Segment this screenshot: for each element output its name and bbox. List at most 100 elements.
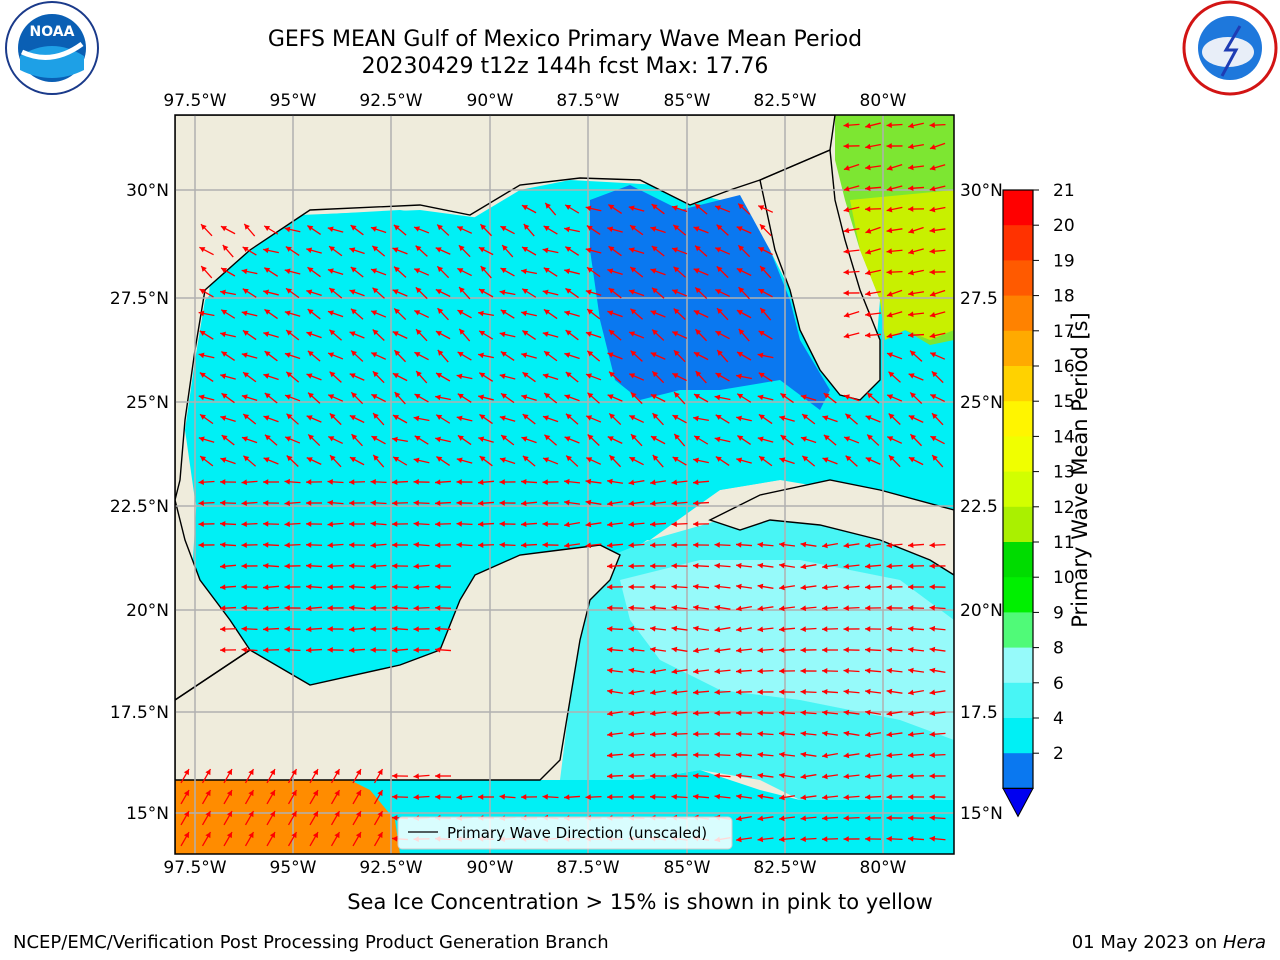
- wave-arrow-head: [220, 584, 226, 591]
- wave-arrow-head: [865, 667, 871, 674]
- wave-arrow-head: [736, 268, 743, 274]
- wave-arrow-head: [736, 226, 743, 232]
- wave-arrow-head: [800, 626, 806, 633]
- wave-arrow-head: [607, 710, 613, 717]
- wave-arrow-head: [628, 479, 635, 486]
- wave-arrow-head: [672, 331, 679, 337]
- wave-arrow-head: [585, 289, 592, 295]
- wave-arrow-head: [609, 455, 616, 462]
- wave-arrow-head: [886, 646, 892, 653]
- wave-arrow-head: [220, 415, 227, 421]
- wave-arrow-head: [392, 542, 398, 548]
- wave-arrow-head: [307, 309, 314, 315]
- wave-arrow-head: [630, 267, 637, 273]
- wave-arrow-head: [843, 542, 850, 549]
- wave-arrow-head: [220, 289, 226, 296]
- wave-arrow-head: [757, 562, 764, 569]
- wave-arrow-head: [241, 542, 247, 548]
- wave-arrow-head: [629, 373, 636, 379]
- wave-arrow-head: [865, 542, 871, 549]
- wave-arrow-head: [371, 352, 378, 358]
- wave-arrow-head: [284, 500, 290, 507]
- wave-arrow-head: [392, 521, 398, 527]
- wave-arrow-head: [714, 710, 720, 716]
- wave-arrow-head: [436, 456, 443, 462]
- colorbar-swatch: [1003, 330, 1033, 367]
- wave-arrow-head: [800, 689, 806, 695]
- wave-arrow-head: [886, 185, 893, 192]
- wave-arrow-head: [652, 371, 659, 378]
- wave-arrow-head: [930, 394, 937, 400]
- wave-arrow-head: [886, 227, 893, 234]
- wave-arrow-head: [843, 290, 849, 296]
- lat-label-right: 22.5: [960, 497, 998, 517]
- wave-arrow-head: [822, 647, 828, 653]
- wave-arrow-head: [306, 521, 312, 527]
- wave-arrow-head: [693, 352, 700, 358]
- wave-arrow-head: [456, 541, 462, 548]
- lat-label-right: 15°N: [960, 804, 1003, 824]
- footer-credit: NCEP/EMC/Verification Post Processing Pr…: [13, 932, 609, 953]
- wave-arrow-head: [521, 268, 527, 275]
- wave-arrow-head: [865, 248, 872, 255]
- wave-arrow-head: [392, 835, 398, 842]
- noaa-logo: NOAA: [5, 1, 99, 95]
- wave-arrow-head: [220, 563, 226, 570]
- colorbar-tick-label: 15: [1053, 392, 1075, 412]
- wave-arrow-head: [199, 372, 206, 378]
- wave-arrow-head: [843, 667, 849, 674]
- wave-arrow-head: [543, 309, 550, 315]
- colorbar-swatch: [1003, 225, 1033, 261]
- wave-arrow-head: [929, 332, 936, 339]
- wave-arrow-head: [843, 647, 849, 653]
- wave-arrow-head: [435, 521, 441, 527]
- wave-arrow-head: [413, 773, 419, 780]
- wave-arrow-head: [241, 479, 247, 486]
- wave-arrow-head: [263, 500, 269, 506]
- wave-arrow-head: [542, 373, 549, 379]
- wave-arrow-head: [479, 456, 486, 462]
- wave-arrow-head: [312, 811, 318, 818]
- wave-arrow-head: [843, 165, 850, 171]
- lat-label-right: 20°N: [960, 601, 1003, 621]
- wave-arrow-head: [757, 647, 763, 654]
- colorbar-swatch: [1003, 718, 1033, 754]
- wave-arrow-head: [564, 394, 571, 400]
- wave-arrow-head: [908, 584, 914, 590]
- wave-arrow-head: [608, 329, 615, 336]
- wave-arrow-head: [823, 393, 830, 399]
- wave-arrow-head: [564, 226, 570, 233]
- wave-arrow-head: [908, 710, 914, 717]
- wave-arrow-head: [263, 457, 270, 463]
- wave-arrow-head: [693, 731, 699, 737]
- wave-arrow-head: [226, 790, 232, 797]
- wave-arrow-head: [908, 625, 914, 632]
- wave-arrow-head: [759, 456, 766, 462]
- wave-arrow-head: [736, 731, 742, 737]
- wave-arrow-head: [585, 478, 592, 485]
- wave-arrow-head: [416, 371, 422, 377]
- lon-label-top: 85°W: [664, 91, 711, 111]
- wave-arrow-head: [241, 646, 247, 653]
- wave-arrow-head: [650, 436, 657, 442]
- wave-arrow-head: [413, 479, 419, 485]
- wave-arrow-head: [693, 625, 699, 632]
- colorbar-swatch: [1003, 647, 1033, 684]
- wave-arrow-head: [908, 752, 914, 759]
- wave-arrow-head: [779, 751, 785, 758]
- wave-arrow-head: [264, 225, 271, 232]
- colorbar-tick-label: 19: [1053, 251, 1075, 271]
- wave-arrow-head: [608, 204, 615, 210]
- wave-arrow-head: [457, 435, 464, 441]
- wave-arrow-head: [328, 394, 335, 400]
- wave-arrow-head: [220, 457, 227, 463]
- wave-arrow-head: [327, 310, 334, 316]
- wave-arrow-head: [478, 310, 484, 317]
- wave-arrow-head: [800, 563, 807, 570]
- wave-arrow-head: [544, 434, 551, 441]
- wave-arrow-head: [650, 710, 656, 717]
- wave-arrow-head: [435, 479, 441, 486]
- wave-arrow-head: [908, 773, 914, 779]
- colorbar-tick-label: 6: [1053, 674, 1064, 694]
- wave-arrow-head: [650, 689, 656, 696]
